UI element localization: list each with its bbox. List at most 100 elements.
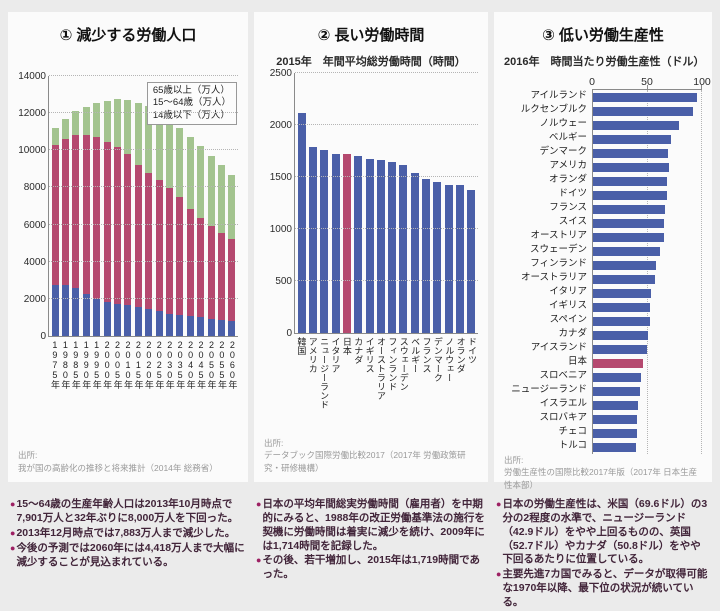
x-axis-label: ベルギー	[410, 337, 421, 374]
bar-オーストリア	[593, 232, 664, 242]
bar-row	[593, 118, 702, 132]
y-axis-tick-label: 8000	[23, 182, 46, 194]
bar-スイス	[593, 218, 664, 228]
x-axis-label: イギリス	[364, 337, 375, 374]
bar-segment	[114, 303, 122, 336]
bar-segment	[103, 100, 111, 142]
bar-segment	[444, 184, 453, 334]
country-label: イスラエル	[539, 398, 587, 409]
bar-row	[593, 216, 702, 230]
x-axis-label: カナダ	[353, 337, 364, 365]
country-label: ドイツ	[558, 188, 587, 199]
panel2-title: ② 長い労働時間	[317, 27, 425, 44]
country-label: ニュージーランド	[511, 384, 587, 395]
bar-トルコ	[593, 442, 637, 452]
bar-イタリア	[593, 288, 652, 298]
bar-segment	[354, 155, 363, 334]
productivity-x-axis: 0 50 100	[589, 74, 711, 89]
gridline	[49, 149, 238, 151]
bar-segment	[103, 141, 111, 302]
bar-segment	[124, 99, 132, 155]
bar-segment	[297, 113, 306, 334]
bar-segment	[217, 320, 225, 336]
bar-row	[593, 104, 702, 118]
bar-segment	[433, 181, 442, 334]
country-label: フランス	[549, 202, 587, 213]
y-axis-tick-label: 10000	[18, 145, 46, 157]
bar-segment	[124, 304, 132, 336]
bar-row	[593, 384, 702, 398]
source-text: 労働生産性の国際比較2017年版（2017年 日本生産性本部）	[504, 467, 698, 490]
spacer	[18, 45, 238, 76]
gridline	[646, 90, 648, 454]
country-label: 日本	[567, 356, 587, 367]
bar-row	[593, 244, 702, 258]
productivity-card: ③ 低い労働生産性 2016年 時間当たり労働生産性（ドル） 0 50 100 アイ…	[494, 12, 712, 490]
country-label: スイス	[558, 216, 587, 227]
bar-ニュージーランド	[320, 150, 329, 334]
labor-population-chart: 65歳以上（万人） 15～64歳（万人） 14歳以下（万人） 0 2000 4000 60…	[18, 71, 238, 440]
bar-segment	[134, 102, 142, 165]
bullet-text: 主要先進7カ国でみると、データが取得可能な1970年以降、最下位の状況が続いてい…	[502, 568, 708, 609]
country-label: アメリカ	[549, 160, 587, 171]
bar-row	[593, 300, 702, 314]
y-axis-tick-label: 2000	[23, 293, 46, 305]
bar-カナダ	[593, 330, 649, 340]
bar-アイスランド	[593, 344, 648, 354]
bar-segment	[51, 144, 59, 286]
bar-row	[593, 174, 702, 188]
country-label: スロベニア	[539, 370, 587, 381]
x-axis-tick-label: 50	[641, 76, 653, 88]
bar-2005年	[114, 98, 122, 336]
country-label: オランダ	[548, 174, 587, 185]
country-label: イギリス	[548, 300, 587, 311]
working-hours-card: ② 長い労働時間 2015年 年間平均総労働時間（時間） 0 500 1000 150…	[254, 12, 488, 482]
gridline	[295, 124, 478, 126]
x-axis-label: 2040年	[185, 340, 196, 389]
x-axis-label: オーストラリア	[376, 337, 387, 401]
bar-segment	[186, 208, 194, 317]
bar-segment	[165, 119, 173, 188]
bar-segment	[145, 105, 153, 173]
country-label: デンマーク	[539, 146, 587, 157]
x-axis-label: フランス	[421, 337, 432, 374]
bar-アメリカ	[308, 146, 317, 334]
bar-アイルランド	[593, 92, 698, 102]
bar-イギリス	[593, 302, 651, 312]
country-label: スペイン	[549, 314, 587, 325]
bar-row	[593, 440, 702, 454]
bar-segment	[82, 107, 90, 135]
bar-フランス	[422, 178, 431, 334]
country-label: アイスランド	[530, 342, 587, 353]
panel1-bullets: ● 15～64歳の生産年齢人口は2013年10月時点で7,901万人と32年ぶりに…	[8, 498, 248, 570]
bar-1995年	[93, 103, 101, 336]
y-axis-tick-label: 12000	[18, 108, 46, 120]
bar-イスラエル	[593, 400, 638, 410]
bar-スロバキア	[593, 414, 638, 424]
bar-row	[593, 314, 702, 328]
bar-ドイツ	[467, 190, 476, 334]
x-axis-label: 2020年	[143, 340, 154, 389]
bar-スロベニア	[593, 372, 641, 382]
panel3-source: 出所: 労働生産性の国際比較2017年版（2017年 日本生産性本部）	[504, 454, 702, 491]
y-axis-tick-label: 1000	[269, 224, 292, 236]
bar-segment	[342, 154, 351, 334]
bar-2040年	[186, 136, 194, 336]
bar-segment	[186, 316, 194, 336]
bar-2015年	[134, 102, 142, 336]
x-axis-label: 1990年	[81, 340, 92, 389]
bar-segment	[62, 138, 70, 285]
productivity-plot: アイルランド ルクセンブルク ノルウェー ベルギー デンマーク アメリカ オランダ ドイツ フラ…	[504, 85, 702, 454]
bar-segment	[207, 225, 215, 319]
bar-segment	[422, 178, 431, 334]
x-axis-label: 2055年	[216, 340, 227, 389]
bar-segment	[365, 158, 374, 334]
bar-segment	[197, 317, 205, 336]
bar-カナダ	[354, 155, 363, 334]
bar-2045年	[197, 146, 205, 336]
panel3-title: ③ 低い労働生産性	[542, 27, 664, 44]
x-axis-label: 2015年	[133, 340, 144, 389]
bar-オランダ	[593, 176, 668, 186]
bar-row	[593, 286, 702, 300]
bar-韓国	[297, 113, 306, 334]
